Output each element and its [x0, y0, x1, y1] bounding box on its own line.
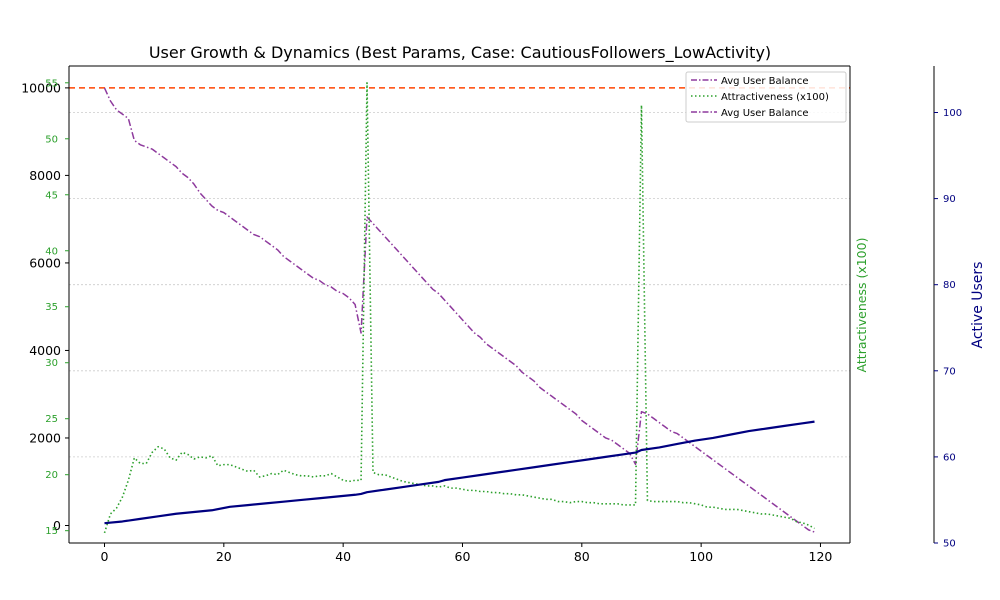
legend-label-attractiveness: Attractiveness (x100) — [721, 92, 829, 103]
x-tick-label-0: 0 — [101, 549, 109, 564]
plot-frame — [68, 65, 935, 544]
x-tick-label-120: 120 — [809, 549, 833, 564]
legend: Avg User Balance Attractiveness (x100) A… — [685, 71, 847, 123]
users-tick-label-80: 80 — [943, 280, 956, 291]
series-attractiveness-line — [103, 82, 815, 534]
users-tick-label-100: 100 — [943, 108, 962, 119]
users-tick-label-70: 70 — [943, 366, 956, 377]
tick-labels: 0 20 40 60 80 100 120 0 2000 4000 6000 8000 10000 15 2… — [21, 78, 962, 564]
users-axis-label: Active Users — [970, 262, 986, 349]
legend-box — [685, 71, 847, 123]
balance-tick-label-0: 0 — [53, 518, 61, 533]
series-users-line — [104, 420, 815, 525]
attractiveness-axis-label: Attractiveness (x100) — [854, 238, 869, 373]
x-tick-label-20: 20 — [216, 549, 232, 564]
balance-tick-label-2000: 2000 — [29, 430, 61, 445]
attractiveness-tick-label-45: 45 — [45, 190, 58, 201]
balance-tick-label-8000: 8000 — [29, 168, 61, 183]
attractiveness-tick-label-55: 55 — [45, 78, 58, 89]
balance-tick-label-10000: 10000 — [21, 80, 61, 95]
x-tick-label-80: 80 — [574, 549, 590, 564]
x-tick-label-40: 40 — [335, 549, 351, 564]
chart-title: User Growth & Dynamics (Best Params, Cas… — [149, 43, 771, 63]
attractiveness-tick-label-15: 15 — [45, 526, 58, 537]
users-tick-label-90: 90 — [943, 194, 956, 205]
attractiveness-tick-label-25: 25 — [45, 414, 58, 425]
balance-tick-label-4000: 4000 — [29, 343, 61, 358]
attractiveness-tick-label-40: 40 — [45, 246, 58, 257]
attractiveness-tick-label-30: 30 — [45, 358, 58, 369]
x-tick-label-100: 100 — [689, 549, 713, 564]
users-tick-label-60: 60 — [943, 452, 956, 463]
users-tick-label-50: 50 — [943, 539, 956, 550]
attractiveness-tick-label-35: 35 — [45, 302, 58, 313]
plot-area — [69, 66, 850, 543]
legend-label-balance: Avg User Balance — [721, 76, 809, 87]
attractiveness-tick-label-50: 50 — [45, 134, 58, 145]
balance-tick-label-6000: 6000 — [29, 255, 61, 270]
series-balance-line — [103, 87, 815, 533]
legend-label-balance-2: Avg User Balance — [721, 108, 809, 119]
x-tick-label-60: 60 — [455, 549, 471, 564]
attractiveness-tick-label-20: 20 — [45, 470, 58, 481]
